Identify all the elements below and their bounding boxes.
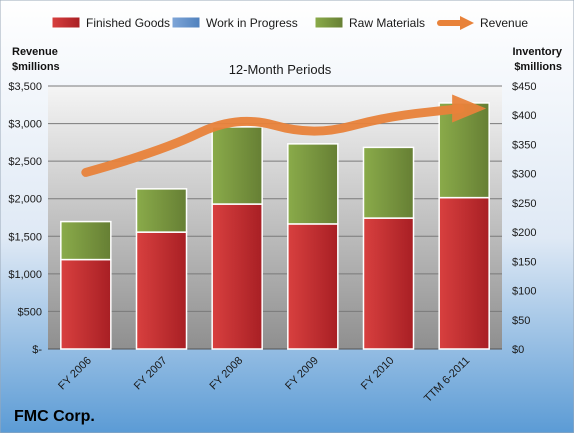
revenue-line-group: [81, 94, 487, 177]
left-tick-label: $3,500: [8, 81, 42, 93]
legend-label: Revenue: [480, 16, 528, 30]
legend-label: Raw Materials: [349, 16, 425, 30]
right-tick-label: $400: [512, 110, 536, 122]
bar-finished-goods: [60, 258, 112, 350]
right-tick-label: $150: [512, 256, 536, 268]
bar-raw-materials: [60, 220, 112, 261]
legend-swatch: [314, 16, 344, 29]
legend-swatch: [171, 16, 201, 29]
left-tick-label: $3,000: [8, 119, 42, 131]
bar-finished-goods: [211, 203, 263, 350]
right-tick-label: $450: [512, 81, 536, 93]
bars: [60, 102, 490, 350]
bar-finished-goods: [438, 196, 490, 350]
left-tick-label: $1,500: [8, 231, 42, 243]
bar-raw-materials: [362, 146, 415, 219]
right-tick-label: $100: [512, 286, 536, 298]
right-axis-title-line1: Inventory: [512, 46, 562, 58]
left-tick-label: $2,500: [8, 156, 42, 168]
legend-label: Work in Progress: [206, 16, 298, 30]
left-tick-label: $-: [32, 344, 42, 356]
right-axis: $0 $50 $100 $150 $200 $250 $300 $350 $400 $450: [512, 81, 536, 356]
company-name: FMC Corp.: [14, 408, 95, 425]
left-tick-label: $2,000: [8, 194, 42, 206]
bar-raw-materials: [135, 188, 188, 233]
revenue-arrowhead: [452, 94, 487, 123]
left-tick-label: $1,000: [8, 269, 42, 281]
right-tick-label: $50: [512, 315, 530, 327]
right-tick-label: $350: [512, 139, 536, 151]
right-tick-label: $300: [512, 169, 536, 181]
left-tick-label: $500: [18, 306, 42, 318]
bar-raw-materials: [287, 143, 339, 225]
left-axis-title-line1: Revenue: [12, 46, 58, 58]
chart-subtitle: 12-Month Periods: [229, 62, 332, 77]
revenue-line: [81, 104, 465, 177]
bar-raw-materials: [211, 126, 263, 205]
bar-finished-goods: [287, 223, 339, 350]
right-tick-label: $200: [512, 227, 536, 239]
left-axis: $- $500 $1,000 $1,500 $2,000 $2,500 $3,000 $3,5…: [8, 81, 42, 356]
right-tick-label: $0: [512, 344, 524, 356]
bar-finished-goods: [135, 231, 188, 350]
left-axis-title-line2: $millions: [12, 61, 60, 73]
legend-label: Finished Goods: [86, 16, 170, 30]
right-tick-label: $250: [512, 198, 536, 210]
right-axis-title-line2: $millions: [514, 61, 562, 73]
bar-finished-goods: [362, 217, 415, 350]
legend-swatch: [51, 16, 81, 29]
legend: Finished Goods Work in Progress Raw Materi…: [51, 16, 528, 30]
legend-swatch-arrow: [460, 16, 474, 30]
